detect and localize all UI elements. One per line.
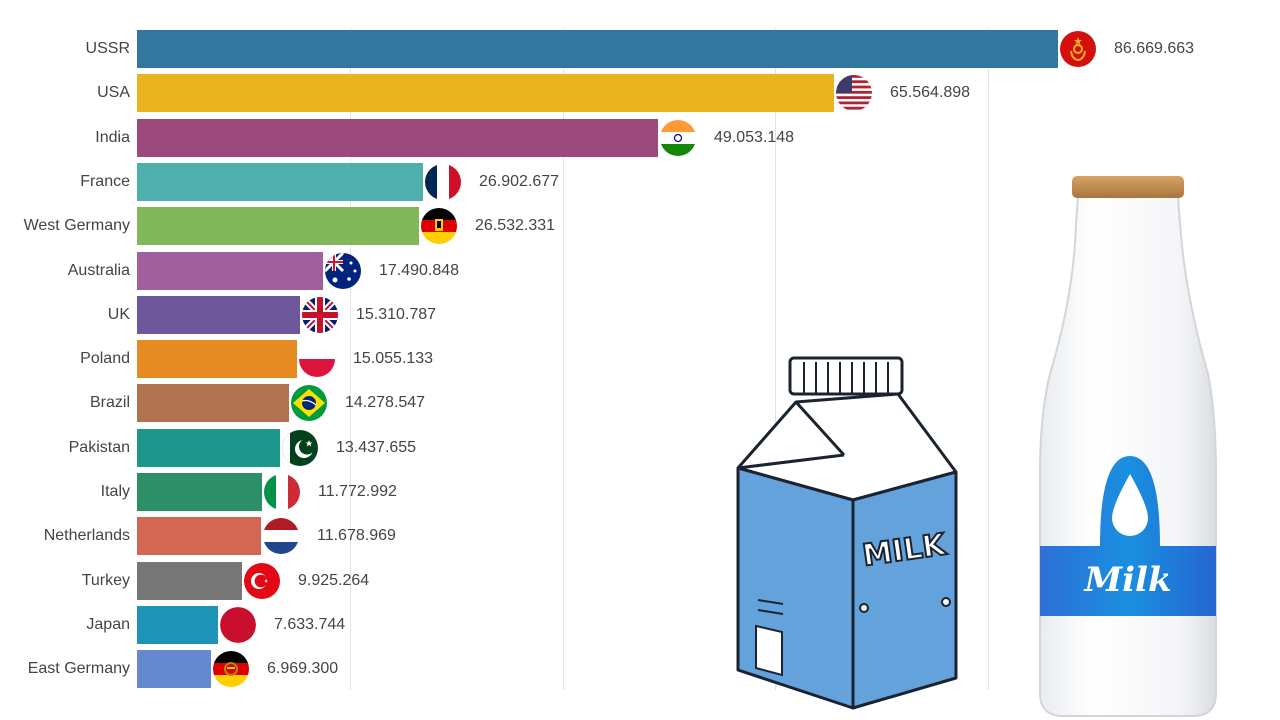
category-label: UK <box>107 305 130 323</box>
value-label: 65.564.898 <box>890 84 971 102</box>
bar <box>137 207 419 246</box>
netherlands-flag-icon <box>263 518 299 555</box>
value-label: 11.772.992 <box>318 483 397 500</box>
bar <box>137 605 218 644</box>
value-label: 86.669.663 <box>1114 40 1195 57</box>
bar-row: West Germany 26.532.331 <box>0 207 1280 246</box>
value-label: 6.969.300 <box>267 660 339 678</box>
bar-row: Italy 11.772.992 <box>0 473 1280 511</box>
bar <box>137 473 262 511</box>
bar-row: Poland 15.055.133 <box>0 340 1280 379</box>
milk-bottle-illustration: Milk <box>1039 176 1217 717</box>
bar <box>137 30 1058 68</box>
bar-row: USA 65.564.898 <box>0 74 1280 113</box>
gridline-40m <box>563 28 564 690</box>
value-label: 17.490.848 <box>379 261 460 279</box>
bar <box>137 517 261 556</box>
category-label: India <box>95 128 130 146</box>
category-label: Brazil <box>89 394 130 412</box>
bar <box>137 650 211 689</box>
turkey-flag-icon <box>244 562 280 599</box>
australia-flag-icon <box>325 252 361 289</box>
gridline-20m <box>350 28 351 690</box>
category-label: USA <box>97 84 130 102</box>
india-flag-icon <box>660 119 696 156</box>
category-label: Poland <box>80 350 130 368</box>
milk-carton-illustration: MILK <box>736 356 958 710</box>
bar <box>137 384 289 423</box>
east-germany-flag-icon <box>213 651 249 688</box>
value-label: 26.532.331 <box>475 217 556 235</box>
bar-row: Netherlands 11.678.969 <box>0 517 1280 556</box>
value-label: 15.055.133 <box>353 350 434 368</box>
category-label: France <box>80 172 130 190</box>
category-label: Japan <box>86 615 130 633</box>
category-label: Italy <box>100 483 130 500</box>
italy-flag-icon <box>264 474 300 510</box>
value-label: 9.925.264 <box>298 571 370 589</box>
bar-row: USSR 86.669.663 <box>0 30 1280 68</box>
category-label: Pakistan <box>68 438 130 456</box>
bar <box>137 74 834 113</box>
category-label: USSR <box>85 40 130 57</box>
value-label: 49.053.148 <box>714 128 795 146</box>
bar <box>137 340 297 379</box>
ussr-flag-icon <box>1060 31 1096 67</box>
category-label: Australia <box>67 261 130 279</box>
bar <box>137 251 323 290</box>
bar <box>137 428 280 467</box>
bar-row: Pakistan 13.437.655 <box>0 428 1280 467</box>
value-label: 7.633.744 <box>274 615 346 633</box>
value-label: 26.902.677 <box>479 172 560 190</box>
japan-flag-icon <box>220 606 256 643</box>
pakistan-flag-icon <box>282 429 318 466</box>
category-label: Netherlands <box>43 527 130 545</box>
bar-row: Brazil 14.278.547 <box>0 384 1280 423</box>
gridline-60m <box>775 28 776 690</box>
bar-row: East Germany 6.969.300 <box>0 650 1280 689</box>
svg-text:Milk: Milk <box>1083 560 1171 600</box>
bar-row: UK 15.310.787 <box>0 295 1280 334</box>
value-label: 14.278.547 <box>345 394 426 412</box>
bar-row: Australia 17.490.848 <box>0 251 1280 290</box>
category-label: Turkey <box>81 571 130 589</box>
value-label: 11.678.969 <box>317 527 396 545</box>
bar-row: Japan 7.633.744 <box>0 605 1280 644</box>
category-label: West Germany <box>23 217 130 235</box>
bar-row: India 49.053.148 <box>0 118 1280 157</box>
brazil-flag-icon <box>291 385 327 422</box>
gridline-80m <box>988 28 989 690</box>
poland-flag-icon <box>299 341 335 378</box>
uk-flag-icon <box>302 296 338 333</box>
bar <box>137 295 300 334</box>
bar <box>137 162 423 201</box>
west-germany-flag-icon <box>421 208 457 245</box>
bar <box>137 561 242 600</box>
usa-flag-icon <box>836 75 872 112</box>
value-label: 15.310.787 <box>356 305 437 323</box>
bar-row: Turkey 9.925.264 <box>0 561 1280 600</box>
bar-row: France 26.902.677 <box>0 162 1280 201</box>
category-label: East Germany <box>27 660 130 678</box>
bar <box>137 118 658 157</box>
france-flag-icon <box>425 163 461 200</box>
value-label: 13.437.655 <box>336 438 417 456</box>
